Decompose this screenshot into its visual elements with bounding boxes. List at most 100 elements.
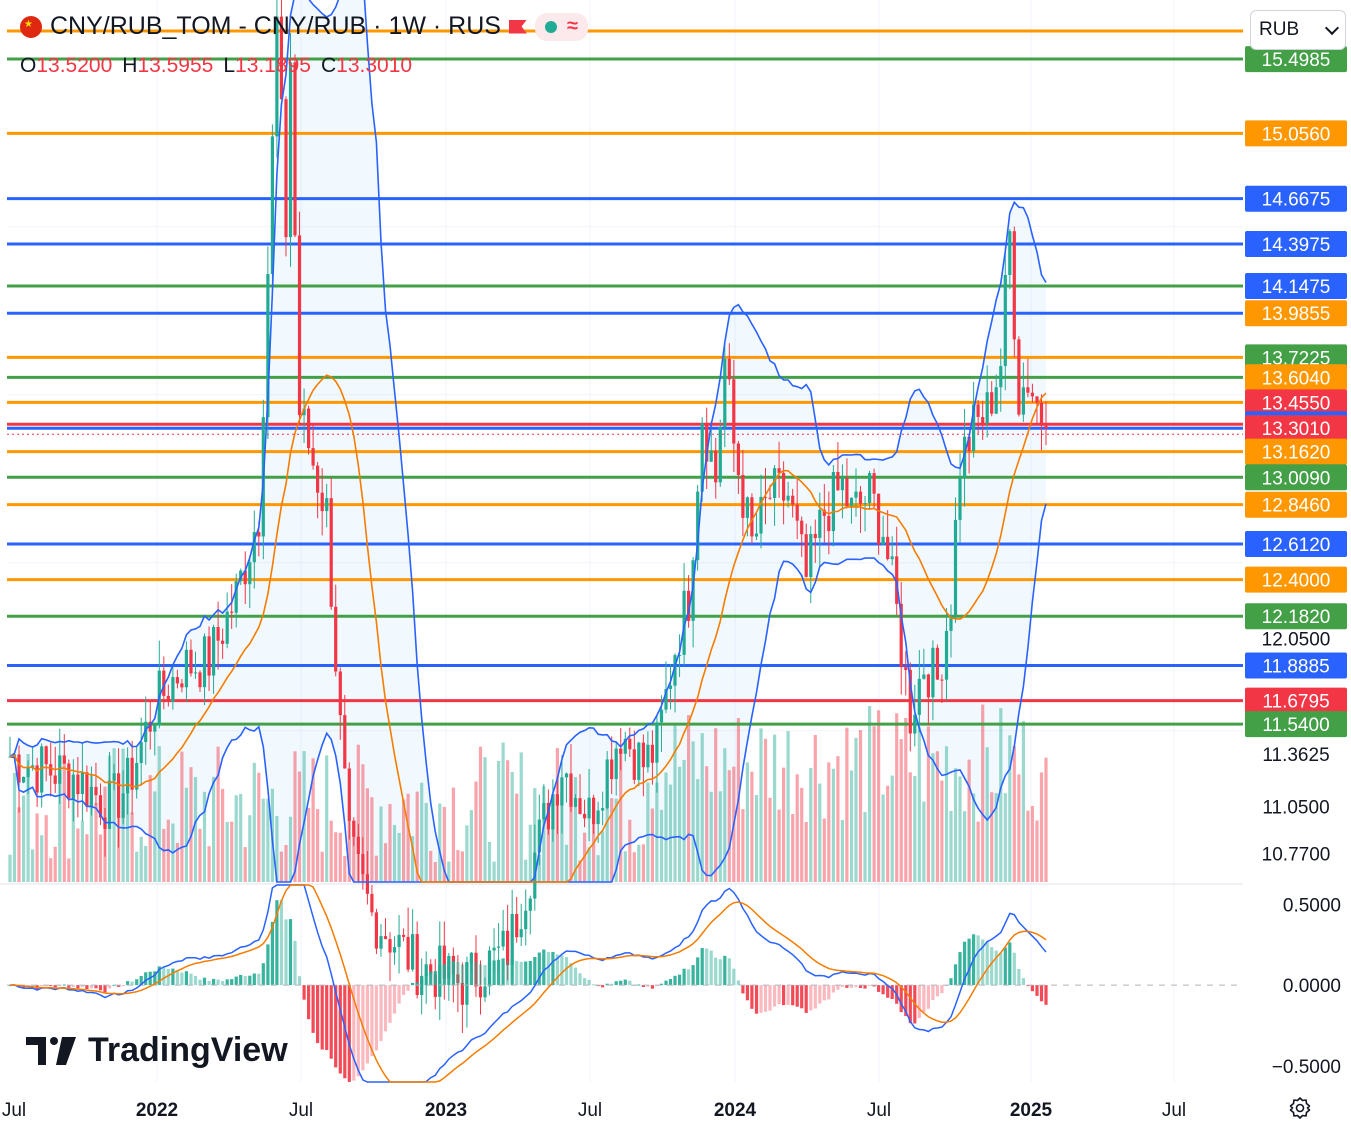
macd-histogram-bar bbox=[537, 952, 541, 986]
macd-histogram-bar bbox=[849, 985, 854, 988]
volume-bar bbox=[424, 803, 428, 882]
volume-bar bbox=[750, 771, 754, 882]
volume-bar bbox=[1044, 757, 1048, 882]
macd-histogram-bar bbox=[465, 962, 469, 986]
volume-bar bbox=[257, 772, 261, 882]
macd-histogram-bar bbox=[515, 960, 519, 986]
candle-body bbox=[804, 534, 808, 577]
candle-body bbox=[700, 423, 704, 492]
candle-body bbox=[664, 689, 668, 710]
candle-body bbox=[709, 450, 713, 462]
volume-bar bbox=[338, 832, 342, 882]
macd-histogram-bar bbox=[754, 985, 759, 1014]
chevron-down-icon bbox=[1324, 20, 1340, 36]
volume-bar bbox=[804, 822, 808, 882]
macd-histogram-bar bbox=[641, 985, 645, 987]
volume-bar bbox=[438, 803, 442, 882]
candle-body bbox=[98, 795, 103, 818]
candle-body bbox=[44, 746, 48, 765]
candle-body bbox=[904, 667, 908, 670]
macd-histogram-bar bbox=[76, 985, 80, 989]
volume-bar bbox=[406, 793, 410, 882]
candle-body bbox=[813, 534, 817, 539]
volume-bar bbox=[130, 812, 134, 882]
macd-histogram-bar bbox=[347, 985, 351, 1082]
volume-bar bbox=[564, 844, 569, 882]
macd-histogram-bar bbox=[180, 972, 184, 986]
macd-histogram-bar bbox=[510, 959, 514, 986]
candle-body bbox=[252, 532, 256, 563]
sma-line bbox=[9, 374, 1047, 883]
volume-bar bbox=[745, 762, 749, 882]
tradingview-logo[interactable]: TradingView bbox=[26, 1031, 288, 1070]
candle-body bbox=[659, 709, 664, 723]
candle-body bbox=[501, 930, 505, 947]
volume-bar bbox=[1021, 721, 1025, 882]
time-axis[interactable]: Jul 2022 Jul 2023 Jul 2024 Jul 2025 Jul bbox=[2, 1100, 1186, 1121]
volume-bar bbox=[763, 738, 768, 882]
gear-icon[interactable] bbox=[1288, 1096, 1312, 1120]
macd-histogram-bar bbox=[791, 985, 795, 1006]
candle-body bbox=[275, 16, 279, 137]
macd-histogram-bar bbox=[555, 954, 559, 986]
volume-bar bbox=[700, 733, 704, 882]
volume-bar bbox=[284, 845, 288, 882]
candle-body bbox=[976, 404, 980, 417]
symbol-header[interactable]: CNY/RUB_TOM - CNY/RUB · 1W · RUS ≈ bbox=[20, 12, 588, 41]
macd-histogram-bar bbox=[524, 961, 528, 986]
candle-body bbox=[632, 749, 636, 780]
volume-bar bbox=[343, 855, 347, 882]
candle-body bbox=[696, 491, 700, 561]
volume-bar bbox=[1012, 746, 1016, 882]
currency-label: RUB bbox=[1259, 19, 1300, 40]
volume-bar bbox=[356, 744, 360, 882]
candle-body bbox=[406, 936, 410, 970]
volume-bar bbox=[773, 734, 777, 882]
candle-body bbox=[510, 914, 514, 966]
candle-body bbox=[234, 581, 238, 613]
volume-bar bbox=[573, 777, 578, 882]
price-scale[interactable]: 15.4985 15.0560 14.6675 14.3975 14.1475 13.98… bbox=[1245, 46, 1347, 1078]
candle-body bbox=[71, 774, 75, 799]
candle-body bbox=[596, 810, 600, 825]
candle-body bbox=[506, 930, 510, 966]
macd-histogram-bar bbox=[705, 948, 709, 986]
volume-bar bbox=[184, 787, 188, 882]
candle-body bbox=[641, 742, 645, 768]
candle-body bbox=[365, 874, 369, 894]
volume-bar bbox=[71, 797, 75, 882]
volume-bar bbox=[447, 861, 451, 882]
volume-bar bbox=[759, 728, 763, 882]
macd-histogram-bar bbox=[40, 985, 44, 987]
status-dot-icon bbox=[544, 20, 557, 33]
macd-histogram-bar bbox=[316, 985, 320, 1044]
volume-bar bbox=[451, 787, 455, 882]
candle-body bbox=[1008, 231, 1012, 275]
data-status-pill[interactable]: ≈ bbox=[534, 12, 588, 41]
market-closed-icon[interactable] bbox=[508, 19, 527, 34]
macd-histogram-bar bbox=[279, 900, 283, 986]
currency-selector[interactable]: RUB bbox=[1250, 10, 1346, 50]
macd-histogram-bar bbox=[1030, 985, 1034, 992]
candle-body bbox=[723, 358, 727, 428]
candle-body bbox=[338, 671, 342, 716]
volume-bar bbox=[460, 851, 464, 882]
macd-histogram-bar bbox=[71, 985, 75, 987]
volume-bar bbox=[537, 854, 541, 882]
candle-body bbox=[967, 436, 971, 451]
time-axis-label: Jul bbox=[867, 1100, 891, 1121]
volume-bar bbox=[791, 814, 795, 882]
volume-bar bbox=[497, 761, 501, 882]
macd-histogram-bar bbox=[718, 959, 722, 986]
volume-bar bbox=[193, 777, 198, 882]
candle-body bbox=[89, 786, 93, 807]
volume-bar bbox=[777, 809, 781, 882]
candle-body bbox=[456, 974, 460, 983]
logo-text: TradingView bbox=[88, 1031, 288, 1069]
macd-histogram-bar bbox=[573, 967, 578, 986]
macd-histogram-bar bbox=[840, 985, 844, 987]
macd-histogram-bar bbox=[1039, 985, 1044, 1002]
macd-histogram-bar bbox=[456, 962, 460, 986]
macd-histogram-bar bbox=[311, 985, 315, 1033]
